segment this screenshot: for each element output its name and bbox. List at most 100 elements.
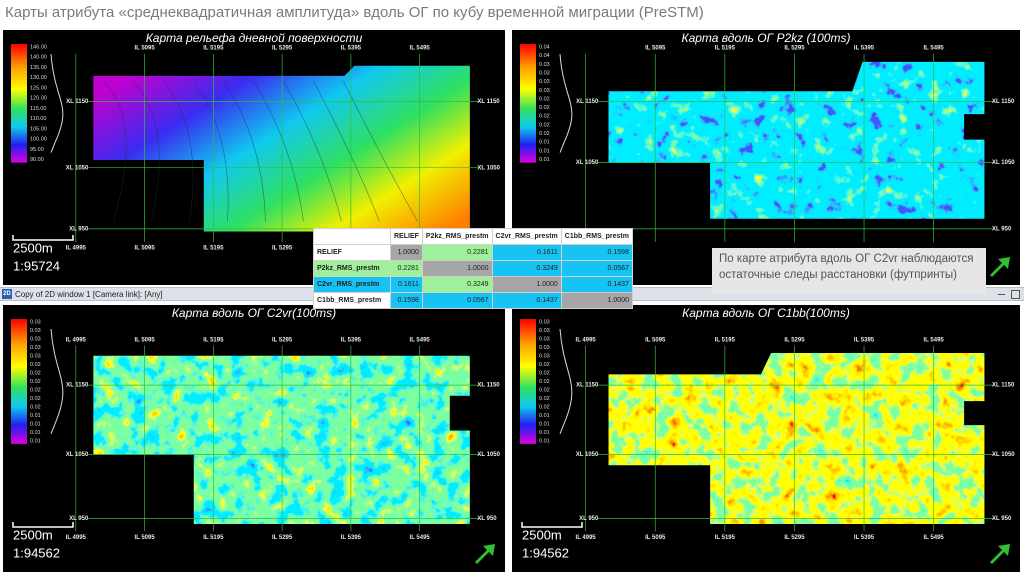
colorbar-tick-label: 135.00 [30, 65, 47, 71]
inline-label: IL 5295 [272, 246, 293, 252]
table-cell: 1.0000 [390, 244, 423, 261]
xline-label: XL 950 [477, 516, 497, 522]
inline-label: IL 5295 [272, 535, 293, 541]
corner-cell [313, 228, 391, 245]
xline-label: XL 1050 [66, 452, 89, 458]
colorbar-tick-label: 105.00 [30, 126, 47, 132]
inline-label: IL 5395 [341, 337, 362, 343]
contour-line [253, 80, 304, 222]
contour-line [223, 80, 266, 222]
xline-label: XL 1050 [992, 452, 1015, 458]
colorbar-tick-label: 0.03 [30, 319, 41, 325]
slide-title: Карты атрибута «среднеквадратичная ампли… [5, 4, 704, 21]
colorbar-tick-label: 0.02 [539, 105, 550, 111]
contour-line [133, 80, 160, 222]
xline-label: XL 1150 [576, 383, 599, 389]
colorbar-histogram [50, 328, 64, 435]
colorbar [520, 319, 536, 444]
table-cell: 0.0567 [421, 292, 493, 309]
inline-label: IL 5095 [134, 535, 155, 541]
panel-title: Карта вдоль ОГ P2kz (100ms) [682, 31, 851, 45]
row-label: RELIEF [313, 244, 391, 261]
colorbar-tick-label: 0.03 [539, 62, 550, 68]
colorbar-tick-label: 0.03 [539, 88, 550, 94]
inline-label: IL 5395 [854, 535, 875, 541]
colorbar [520, 44, 536, 163]
colorbar-tick-label: 0.03 [30, 336, 41, 342]
panel-title: Карта вдоль ОГ C1bb(100ms) [682, 306, 850, 320]
contour-line [313, 80, 380, 222]
inline-label: IL 4995 [66, 246, 87, 252]
contour-line [163, 80, 194, 222]
scale-ratio: 1:95724 [13, 258, 60, 273]
scale-length: 2500m [13, 527, 53, 542]
inline-label: IL 5495 [924, 45, 945, 51]
minimize-button[interactable] [998, 290, 1005, 295]
north-arrow [475, 544, 495, 564]
colorbar-tick-label: 0.02 [539, 362, 550, 368]
colorbar-tick-label: 0.01 [30, 438, 41, 444]
colorbar-tick-label: 0.01 [539, 413, 550, 419]
inline-label: IL 5395 [341, 535, 362, 541]
column-header: C1bb_RMS_prestm [560, 228, 633, 245]
maximize-button[interactable] [1011, 290, 1020, 299]
colorbar-tick-label: 125.00 [30, 85, 47, 91]
colorbar-tick-label: 0.02 [539, 387, 550, 393]
table-row: RELIEF 1.0000 0.2281 0.1611 0.1598 [313, 244, 633, 261]
inline-label: IL 5395 [854, 337, 875, 343]
map-panel: IL 4995 IL 5095 IL 5195 IL 5295 IL 5395 IL 54… [512, 305, 1020, 572]
table-cell: 1.0000 [421, 260, 493, 277]
table-cell: 0.1598 [560, 244, 633, 261]
inline-label: IL 5195 [203, 45, 224, 51]
xline-label: XL 1150 [477, 99, 500, 105]
colorbar-tick-label: 0.02 [30, 404, 41, 410]
scale-length: 2500m [522, 527, 562, 542]
inline-label: IL 5295 [784, 337, 805, 343]
table-cell: 0.0567 [560, 260, 633, 277]
colorbar-tick-label: 0.03 [539, 328, 550, 334]
colorbar [11, 44, 27, 163]
xline-label: XL 1150 [66, 383, 89, 389]
inline-label: IL 5495 [410, 535, 431, 541]
contour-line [283, 80, 342, 222]
colorbar-tick-label: 0.02 [539, 96, 550, 102]
colorbar [11, 319, 27, 444]
inline-label: IL 4995 [66, 337, 87, 343]
colorbar-tick-label: 130.00 [30, 75, 47, 81]
contour-line [193, 80, 229, 222]
xline-label: XL 950 [69, 516, 89, 522]
colorbar-tick-label: 0.02 [30, 362, 41, 368]
contour-line [343, 80, 418, 222]
colorbar-histogram [559, 328, 573, 435]
inline-label: IL 5095 [134, 337, 155, 343]
table-cell: 0.1598 [390, 292, 423, 309]
table-cell: 0.1611 [491, 244, 562, 261]
xline-label: XL 950 [579, 516, 599, 522]
correlation-table: RELIEF P2kz_RMS_prestm C2vr_RMS_prestm C1bb… [313, 228, 633, 309]
inline-label: IL 5095 [645, 535, 666, 541]
inline-label: IL 5195 [203, 535, 224, 541]
column-header: P2kz_RMS_prestm [421, 228, 493, 245]
colorbar-tick-label: 0.01 [539, 140, 550, 146]
table-row: C1bb_RMS_prestm 0.1598 0.0567 0.1437 1.0000 [313, 292, 633, 309]
inline-label: IL 5295 [784, 535, 805, 541]
inline-label: IL 4995 [576, 337, 597, 343]
colorbar-tick-label: 0.01 [539, 421, 550, 427]
column-header: C2vr_RMS_prestm [491, 228, 562, 245]
colorbar-tick-label: 0.01 [30, 430, 41, 436]
xline-label: XL 1150 [576, 99, 599, 105]
colorbar-tick-label: 0.02 [30, 370, 41, 376]
colorbar-tick-label: 0.01 [30, 421, 41, 427]
inline-label: IL 5495 [410, 45, 431, 51]
inline-label: IL 5495 [924, 535, 945, 541]
scale-bar [12, 522, 74, 528]
scale-bar [521, 522, 583, 528]
colorbar-tick-label: 0.03 [30, 345, 41, 351]
contour-line [103, 80, 127, 222]
table-row: P2kz_RMS_prestm 0.2281 1.0000 0.3249 0.0567 [313, 260, 633, 277]
table-cell: 0.1437 [491, 292, 562, 309]
attribute-map [93, 65, 470, 232]
inline-label: IL 5495 [410, 337, 431, 343]
xline-label: XL 1050 [576, 160, 599, 166]
